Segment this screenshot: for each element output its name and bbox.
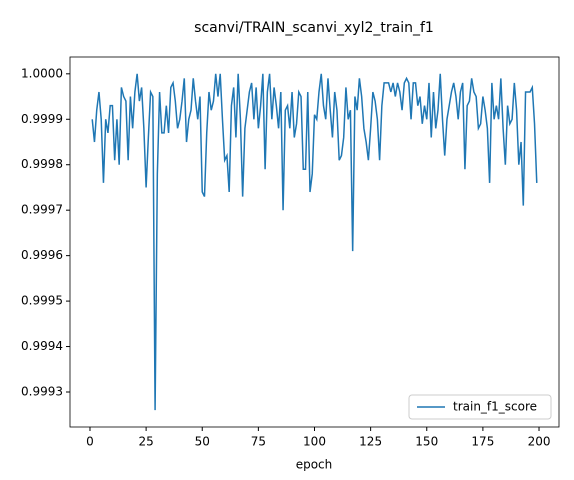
y-tick-label: 0.9997 bbox=[21, 203, 63, 217]
x-tick-label: 200 bbox=[528, 435, 551, 449]
y-tick-label: 1.0000 bbox=[21, 66, 63, 80]
y-tick-label: 0.9999 bbox=[21, 112, 63, 126]
x-tick-label: 150 bbox=[415, 435, 438, 449]
y-tick-label: 0.9995 bbox=[21, 294, 63, 308]
x-tick-label: 75 bbox=[251, 435, 266, 449]
legend: train_f1_score bbox=[408, 394, 552, 420]
y-tick-label: 0.9998 bbox=[21, 157, 63, 171]
legend-box bbox=[408, 394, 552, 420]
x-tick-label: 175 bbox=[471, 435, 494, 449]
line-series bbox=[91, 73, 538, 411]
y-tick-label: 0.9994 bbox=[21, 339, 63, 353]
y-tick-label: 0.9996 bbox=[21, 248, 63, 262]
x-tick-label: 125 bbox=[359, 435, 382, 449]
x-tick-label: 100 bbox=[303, 435, 326, 449]
y-tick-label: 0.9993 bbox=[21, 385, 63, 399]
plot-frame bbox=[69, 56, 560, 428]
chart-title: scanvi/TRAIN_scanvi_xyl2_train_f1 bbox=[194, 20, 434, 36]
x-tick-label: 50 bbox=[195, 435, 210, 449]
x-axis-label: epoch bbox=[296, 458, 333, 472]
x-tick-label: 25 bbox=[138, 435, 153, 449]
legend-label: train_f1_score bbox=[453, 400, 537, 414]
x-tick-label: 0 bbox=[86, 435, 94, 449]
